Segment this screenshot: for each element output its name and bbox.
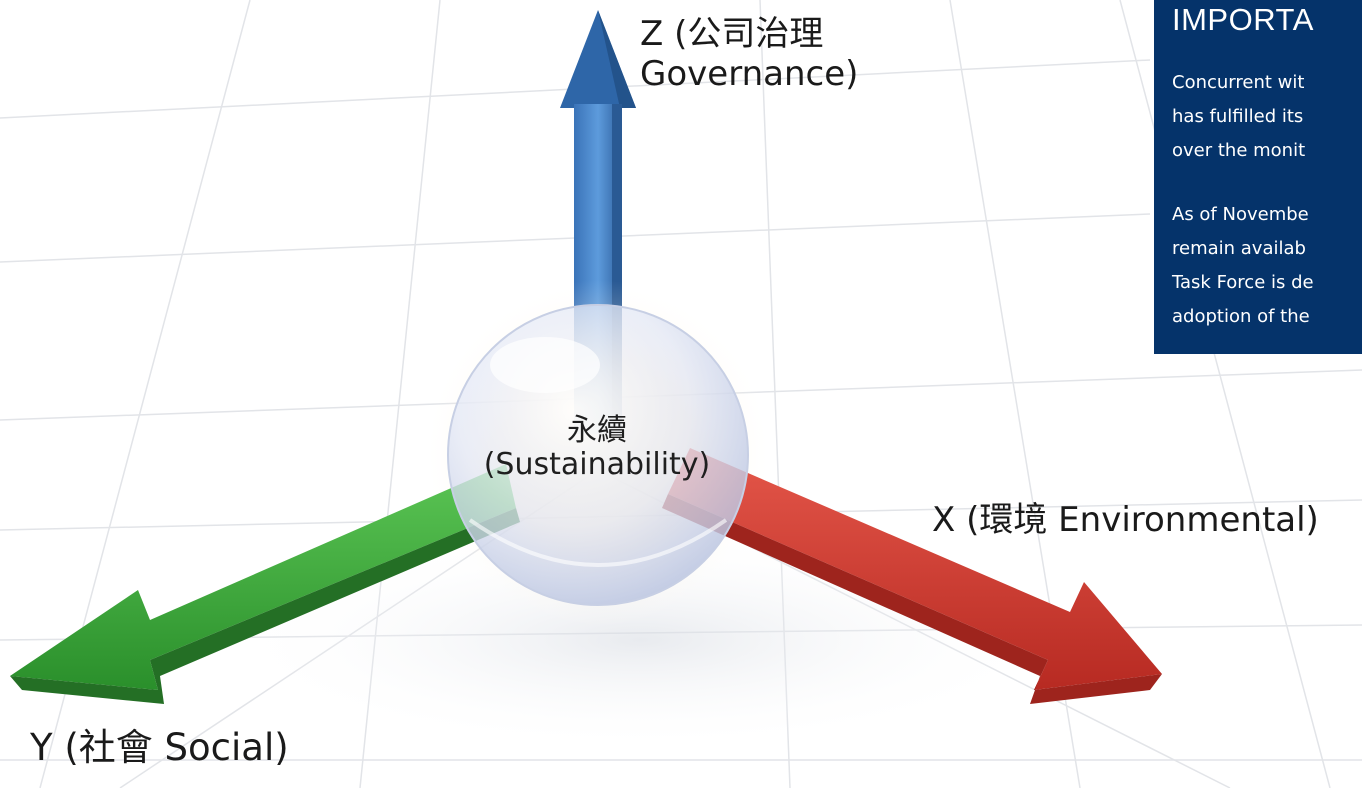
notice-heading: IMPORTA — [1172, 2, 1314, 37]
notice-paragraph1-line2: has fulfilled its — [1172, 106, 1304, 127]
sustainability-sphere — [447, 304, 749, 606]
center-label-line1: 永續 — [567, 413, 627, 448]
y-axis-label: Y (社會 Social) — [30, 726, 289, 769]
notice-panel: IMPORTA Concurrent wit has fulfilled its… — [1154, 0, 1362, 354]
center-label-line2: (Sustainability) — [483, 447, 711, 482]
notice-paragraph2-line1: As of Novembe — [1172, 204, 1309, 225]
z-axis-label: Z (公司治理 Governance) — [640, 14, 858, 94]
center-label: 永續 (Sustainability) — [452, 414, 742, 482]
z-axis-label-line1: Z (公司治理 — [640, 14, 824, 54]
x-axis-arrow — [662, 448, 1162, 704]
x-axis-label: X (環境 Environmental) — [932, 500, 1319, 540]
notice-paragraph2-line4: adoption of the — [1172, 306, 1310, 327]
z-axis-label-line2: Governance) — [640, 54, 859, 94]
notice-paragraph2-line2: remain availab — [1172, 238, 1306, 259]
notice-paragraph1-line1: Concurrent wit — [1172, 72, 1305, 93]
notice-paragraph1-line3: over the monit — [1172, 140, 1306, 161]
notice-paragraph2-line3: Task Force is de — [1172, 272, 1314, 293]
